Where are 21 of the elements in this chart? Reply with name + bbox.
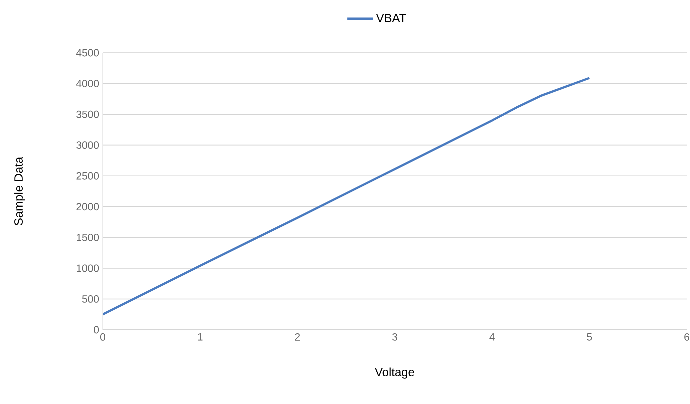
y-axis-title: Sample Data bbox=[14, 156, 26, 226]
y-tick-label: 4000 bbox=[76, 80, 100, 88]
y-tick-label: 3000 bbox=[76, 142, 100, 150]
y-tick-label: 4500 bbox=[76, 49, 100, 57]
x-axis-title: Voltage bbox=[375, 368, 414, 379]
x-tick-label: 1 bbox=[198, 334, 203, 341]
y-tick-label: 3500 bbox=[76, 110, 100, 118]
x-tick-label: 0 bbox=[100, 334, 106, 341]
x-tick-label: 4 bbox=[490, 334, 495, 341]
y-tick-label: 1000 bbox=[77, 264, 100, 272]
y-tick-label: 0 bbox=[94, 326, 100, 334]
x-tick-label: 5 bbox=[587, 334, 592, 341]
y-tick-label: 2000 bbox=[76, 203, 100, 211]
line-series bbox=[103, 77, 591, 316]
x-tick-label: 6 bbox=[684, 334, 690, 341]
y-tick-label: 1500 bbox=[77, 234, 100, 242]
y-tick-label: 500 bbox=[82, 296, 100, 303]
x-tick-label: 2 bbox=[295, 334, 300, 341]
legend-label: VBAT bbox=[376, 14, 406, 22]
y-tick-label: 2500 bbox=[76, 172, 100, 180]
x-tick-label: 3 bbox=[392, 334, 398, 341]
